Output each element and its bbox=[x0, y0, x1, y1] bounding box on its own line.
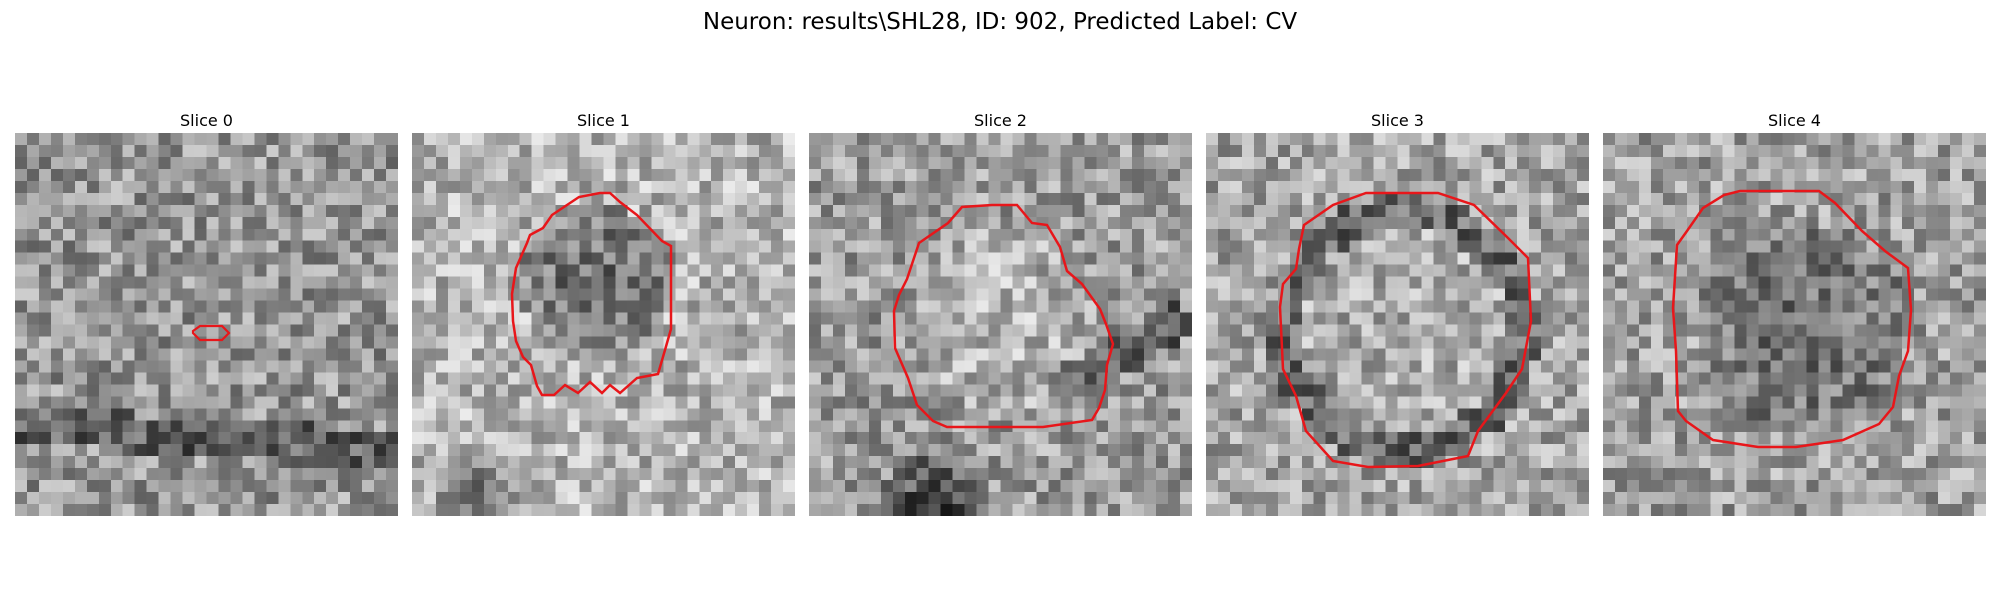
slice-title: Slice 1 bbox=[577, 111, 630, 130]
slice-image bbox=[412, 133, 795, 516]
slice-panel-2: Slice 2 bbox=[809, 108, 1192, 516]
slice-panel-1: Slice 1 bbox=[412, 108, 795, 516]
slice-panel-4: Slice 4 bbox=[1603, 108, 1986, 516]
slice-image bbox=[1206, 133, 1589, 516]
slice-image bbox=[809, 133, 1192, 516]
slice-title: Slice 0 bbox=[180, 111, 233, 130]
slice-panel-3: Slice 3 bbox=[1206, 108, 1589, 516]
slice-title: Slice 2 bbox=[974, 111, 1027, 130]
figure-title: Neuron: results\SHL28, ID: 902, Predicte… bbox=[702, 9, 1298, 35]
slice-title: Slice 3 bbox=[1371, 111, 1424, 130]
slice-panel-0: Slice 0 bbox=[15, 108, 398, 516]
slice-image bbox=[15, 133, 398, 516]
slice-image bbox=[1603, 133, 1986, 516]
slice-title: Slice 4 bbox=[1768, 111, 1821, 130]
